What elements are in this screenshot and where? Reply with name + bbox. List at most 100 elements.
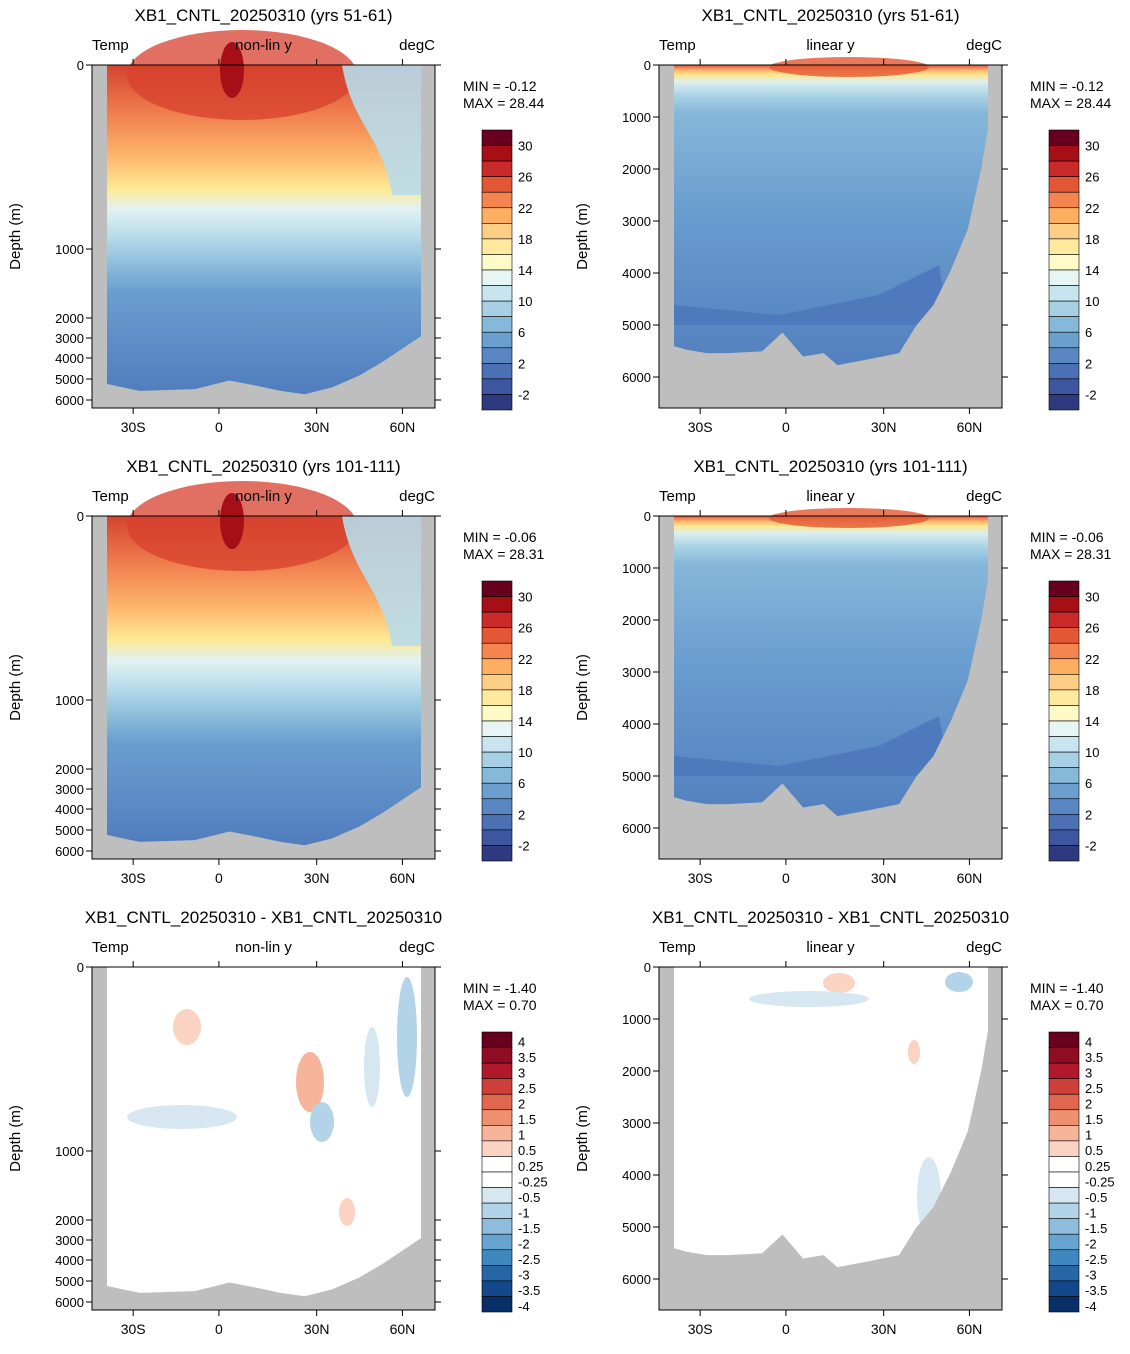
units-label: degC [966,37,1002,54]
variable-label: Temp [659,488,696,505]
scale-label: linear y [806,939,855,956]
colorbar-label: 2 [1085,1097,1092,1112]
colorbar-segment [1048,394,1080,411]
colorbar-label: -3 [1085,1268,1097,1283]
colorbar-segment [481,378,513,395]
colorbar-segment [1048,238,1080,255]
panel-title: XB1_CNTL_20250310 (yrs 101-111) [126,457,400,476]
y-axis-label: Depth (m) [7,654,24,721]
min-label: MIN = -0.12 [463,78,537,94]
colorbar-label: 10 [1085,745,1099,760]
x-tick-label: 60N [957,419,983,435]
land-right [421,967,435,1310]
y-axis-ticks: 0 1000 2000 3000 4000 5000 6000 [622,58,1008,385]
colorbar-label: 6 [1085,325,1092,340]
colorbar-label: 3 [1085,1065,1092,1080]
colorbar-label: 2 [518,807,525,822]
y-tick-label: 0 [77,509,84,524]
colorbar-label: -2 [1085,1237,1097,1252]
colorbar: 30 26 22 18 14 10 6 2 -2 [481,580,532,862]
colorbar-segment [1048,1109,1080,1126]
panel-title: XB1_CNTL_20250310 (yrs 51-61) [702,6,960,25]
colorbar-label: 1.5 [1085,1112,1103,1127]
colorbar-segment [481,1047,513,1064]
colorbar-label: -3 [518,1268,530,1283]
min-label: MIN = -0.06 [1030,529,1104,545]
variable-label: Temp [659,37,696,54]
colorbar-segment [481,1187,513,1204]
y-tick-label: 5000 [55,372,84,387]
colorbar-segment [1048,1047,1080,1064]
colorbar-segment [481,394,513,411]
colorbar-label: 30 [518,590,532,605]
max-label: MAX = 28.31 [1030,546,1112,562]
colorbar-label: 26 [1085,621,1099,636]
colorbar-segment [481,1233,513,1251]
x-tick-label: 0 [215,419,223,435]
plot-frame [658,966,1003,1311]
land-bottom [659,126,1002,409]
colorbar-label: 10 [518,745,532,760]
colorbar-segment [1048,1233,1080,1251]
colorbar-segment [481,1140,513,1157]
colorbar-segment [481,720,513,737]
land-bottom [92,1237,435,1310]
units-label: degC [399,37,435,54]
colorbar-segment [1048,1218,1080,1235]
anomaly-blob [173,1009,201,1045]
variable-label: Temp [92,37,129,54]
land-bottom [92,335,435,408]
x-tick-label: 30S [121,419,146,435]
deep-water [674,265,949,325]
colorbar-label: -4 [518,1299,530,1314]
colorbar-segment [1048,285,1080,302]
y-tick-label: 4000 [622,266,651,281]
x-axis-ticks: 30S 0 30N 60N [688,510,982,886]
colorbar-segment [481,580,513,597]
land-left [659,65,674,408]
x-tick-label: 30S [688,1321,713,1337]
x-tick-label: 30S [121,1321,146,1337]
colorbar-label: -2 [518,838,530,853]
colorbar-label: 3.5 [518,1050,536,1065]
colorbar-segment [1048,767,1080,784]
colorbar-segment [1048,580,1080,597]
min-label: MIN = -1.40 [463,980,537,996]
colorbar-segment [1048,814,1080,831]
colorbar-segment [481,814,513,831]
colorbar-label: 30 [1085,590,1099,605]
x-tick-label: 60N [390,870,416,886]
colorbar-segment [481,176,513,193]
colorbar-label: 2.5 [1085,1081,1103,1096]
x-tick-label: 0 [782,870,790,886]
y-tick-label: 5000 [622,318,651,333]
colorbar-segment [1048,1249,1080,1266]
x-tick-label: 30N [304,870,330,886]
y-axis-label: Depth (m) [7,1105,24,1172]
y-tick-label: 0 [77,58,84,73]
colorbar-segment [481,1031,513,1048]
colorbar-segment [481,1078,513,1095]
colorbar-segment [481,658,513,675]
colorbar-segment [481,285,513,302]
colorbar-segment [481,642,513,660]
y-tick-label: 5000 [55,1274,84,1289]
colorbar-label: 18 [1085,232,1099,247]
y-tick-label: 1000 [622,1012,651,1027]
colorbar-segment [1048,845,1080,862]
y-tick-label: 2000 [622,162,651,177]
x-tick-label: 30S [688,870,713,886]
y-tick-label: 3000 [622,1116,651,1131]
anomaly-blob [908,1040,920,1064]
y-tick-label: 0 [644,509,651,524]
colorbar-segment [1048,331,1080,349]
colorbar-segment [1048,1265,1080,1282]
x-tick-label: 30N [304,1321,330,1337]
colorbar-segment [1048,300,1080,317]
colorbar-segment [1048,1093,1080,1111]
anomaly-blob [310,1102,334,1142]
colorbar-label: 18 [1085,683,1099,698]
colorbar-label: 0.25 [518,1159,543,1174]
colorbar-segment [481,767,513,784]
